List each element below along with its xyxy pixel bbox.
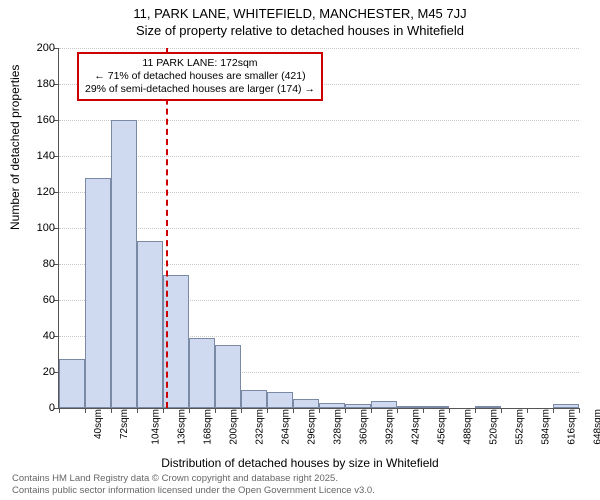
histogram-bar bbox=[59, 359, 85, 408]
xtick-label: 136sqm bbox=[177, 409, 188, 445]
ytick-label: 20 bbox=[25, 366, 55, 378]
xtick-label: 104sqm bbox=[151, 409, 162, 445]
xtick-mark bbox=[189, 408, 190, 413]
xtick-mark bbox=[501, 408, 502, 413]
xtick-mark bbox=[579, 408, 580, 413]
ytick-label: 140 bbox=[25, 150, 55, 162]
histogram-bar bbox=[111, 120, 137, 408]
annotation-line-2: ← 71% of detached houses are smaller (42… bbox=[94, 70, 305, 82]
xtick-mark bbox=[111, 408, 112, 413]
xtick-mark bbox=[319, 408, 320, 413]
xtick-mark bbox=[137, 408, 138, 413]
ytick-label: 160 bbox=[25, 114, 55, 126]
histogram-bar bbox=[553, 404, 579, 408]
xtick-label: 328sqm bbox=[333, 409, 344, 445]
ytick-label: 0 bbox=[25, 402, 55, 414]
xtick-label: 488sqm bbox=[463, 409, 474, 445]
xtick-mark bbox=[449, 408, 450, 413]
property-annotation-box: 11 PARK LANE: 172sqm← 71% of detached ho… bbox=[77, 52, 323, 101]
ytick-label: 40 bbox=[25, 330, 55, 342]
attribution-footer: Contains HM Land Registry data © Crown c… bbox=[12, 473, 375, 496]
annotation-line-3: 29% of semi-detached houses are larger (… bbox=[85, 83, 315, 95]
xtick-mark bbox=[345, 408, 346, 413]
xtick-label: 232sqm bbox=[255, 409, 266, 445]
plot-area: 02040608010012014016018020040sqm72sqm104… bbox=[58, 48, 579, 409]
histogram-bar bbox=[85, 178, 111, 408]
ytick-label: 180 bbox=[25, 78, 55, 90]
histogram-bar bbox=[189, 338, 215, 408]
histogram-bar bbox=[241, 390, 267, 408]
xtick-mark bbox=[267, 408, 268, 413]
xtick-mark bbox=[371, 408, 372, 413]
xtick-label: 200sqm bbox=[229, 409, 240, 445]
xtick-mark bbox=[423, 408, 424, 413]
xtick-mark bbox=[163, 408, 164, 413]
gridline bbox=[59, 228, 579, 229]
xtick-mark bbox=[293, 408, 294, 413]
xtick-label: 72sqm bbox=[119, 409, 130, 439]
histogram-bar bbox=[293, 399, 319, 408]
histogram-bar bbox=[137, 241, 163, 408]
xtick-label: 584sqm bbox=[541, 409, 552, 445]
ytick-label: 120 bbox=[25, 186, 55, 198]
xtick-mark bbox=[553, 408, 554, 413]
xtick-label: 616sqm bbox=[567, 409, 578, 445]
xtick-mark bbox=[241, 408, 242, 413]
histogram-bar bbox=[371, 401, 397, 408]
y-axis-label: Number of detached properties bbox=[8, 65, 22, 230]
xtick-label: 424sqm bbox=[411, 409, 422, 445]
histogram-bar bbox=[345, 404, 371, 408]
footer-line-2: Contains public sector information licen… bbox=[12, 485, 375, 496]
xtick-mark bbox=[85, 408, 86, 413]
gridline bbox=[59, 192, 579, 193]
property-marker-line bbox=[166, 48, 168, 408]
title-line-1: 11, PARK LANE, WHITEFIELD, MANCHESTER, M… bbox=[133, 6, 466, 21]
xtick-label: 456sqm bbox=[437, 409, 448, 445]
gridline bbox=[59, 156, 579, 157]
ytick-label: 200 bbox=[25, 42, 55, 54]
xtick-label: 296sqm bbox=[307, 409, 318, 445]
xtick-label: 552sqm bbox=[515, 409, 526, 445]
xtick-mark bbox=[397, 408, 398, 413]
histogram-bar bbox=[475, 406, 501, 408]
xtick-mark bbox=[475, 408, 476, 413]
histogram-bar bbox=[215, 345, 241, 408]
ytick-label: 60 bbox=[25, 294, 55, 306]
histogram-bar bbox=[423, 406, 449, 408]
gridline bbox=[59, 120, 579, 121]
xtick-mark bbox=[527, 408, 528, 413]
chart-title: 11, PARK LANE, WHITEFIELD, MANCHESTER, M… bbox=[0, 0, 600, 40]
xtick-label: 40sqm bbox=[93, 409, 104, 439]
ytick-label: 100 bbox=[25, 222, 55, 234]
xtick-mark bbox=[59, 408, 60, 413]
histogram-bar bbox=[267, 392, 293, 408]
chart-area: 02040608010012014016018020040sqm72sqm104… bbox=[58, 48, 578, 408]
xtick-label: 168sqm bbox=[203, 409, 214, 445]
xtick-label: 360sqm bbox=[359, 409, 370, 445]
xtick-label: 648sqm bbox=[593, 409, 600, 445]
footer-line-1: Contains HM Land Registry data © Crown c… bbox=[12, 473, 338, 484]
gridline bbox=[59, 48, 579, 49]
xtick-label: 264sqm bbox=[281, 409, 292, 445]
ytick-label: 80 bbox=[25, 258, 55, 270]
x-axis-label: Distribution of detached houses by size … bbox=[0, 456, 600, 470]
annotation-line-1: 11 PARK LANE: 172sqm bbox=[142, 57, 257, 69]
histogram-bar bbox=[397, 406, 423, 408]
title-line-2: Size of property relative to detached ho… bbox=[136, 23, 464, 38]
xtick-mark bbox=[215, 408, 216, 413]
xtick-label: 392sqm bbox=[385, 409, 396, 445]
histogram-bar bbox=[319, 403, 345, 408]
xtick-label: 520sqm bbox=[489, 409, 500, 445]
